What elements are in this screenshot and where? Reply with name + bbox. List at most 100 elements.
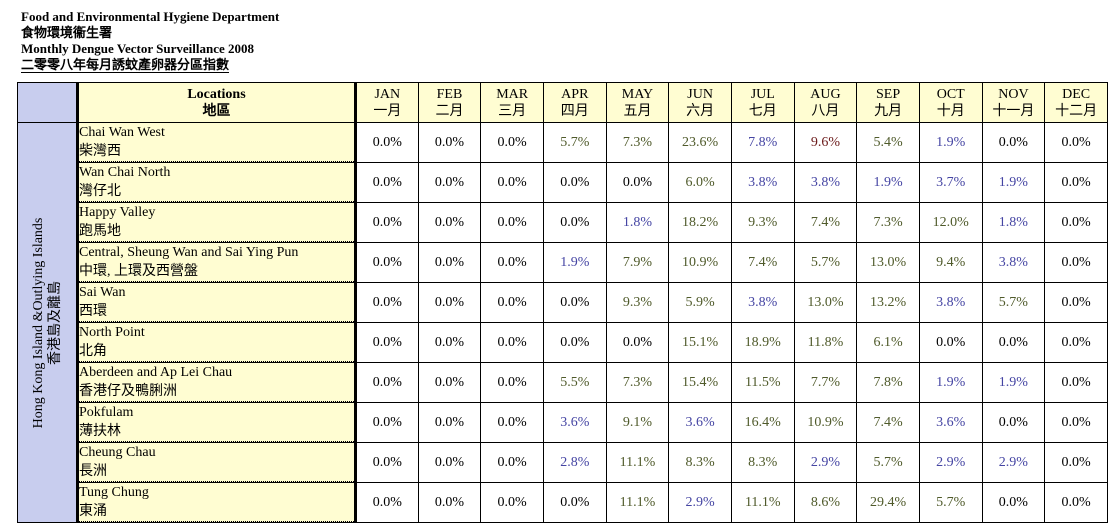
- value-cell-mar: 0.0%: [480, 122, 544, 163]
- location-name-zh: 北角: [79, 342, 353, 362]
- value-cell-mar: 0.0%: [480, 202, 544, 243]
- value-cell-jan: 0.0%: [355, 362, 419, 403]
- value-cell-mar: 0.0%: [480, 282, 544, 323]
- location-name-zh: 長洲: [79, 462, 353, 482]
- value-cell-oct: 3.8%: [918, 282, 983, 323]
- value-cell-aug: 13.0%: [793, 282, 858, 323]
- value-cell-jan: 0.0%: [355, 402, 419, 443]
- month-label-zh: 六月: [686, 103, 715, 119]
- table-row: Pokfulam 薄扶林 0.0% 0.0% 0.0% 3.6% 9.1% 3.6% 16.4%…: [18, 402, 1108, 443]
- value-cell-feb: 0.0%: [417, 402, 482, 443]
- month-label-zh: 十月: [936, 103, 965, 119]
- location-name-zh: 薄扶林: [79, 422, 353, 442]
- document-header: Food and Environmental Hygiene Departmen…: [21, 9, 279, 73]
- value-cell-feb: 0.0%: [417, 242, 482, 283]
- value-cell-jun: 8.3%: [668, 442, 732, 483]
- value-cell-feb: 0.0%: [417, 202, 482, 243]
- month-header-row: Locations 地區 JAN 一月 FEB 二月 MAR 三月 APR 四月 MAY 五月 JU…: [17, 82, 1108, 123]
- value-cell-jul: 8.3%: [730, 442, 795, 483]
- value-cell-nov: 1.8%: [981, 202, 1046, 243]
- value-cell-sep: 13.0%: [856, 242, 920, 283]
- value-cell-aug: 9.6%: [793, 122, 858, 163]
- value-cell-jan: 0.0%: [355, 202, 419, 243]
- value-cell-jan: 0.0%: [355, 242, 419, 283]
- value-cell-jan: 0.0%: [355, 282, 419, 323]
- value-cell-apr: 3.6%: [542, 402, 607, 443]
- month-label-zh: 三月: [498, 103, 527, 119]
- value-cell-feb: 0.0%: [417, 322, 482, 363]
- region-cell: Hong Kong Island &Outlying Islands 香港島及離島: [17, 122, 79, 523]
- value-cell-may: 0.0%: [605, 322, 670, 363]
- value-cell-nov: 2.9%: [981, 442, 1046, 483]
- value-cell-jul: 3.8%: [730, 282, 795, 323]
- value-cell-oct: 9.4%: [918, 242, 983, 283]
- value-cell-apr: 1.9%: [542, 242, 607, 283]
- month-label-en: JUL: [750, 86, 775, 102]
- value-cell-jun: 3.6%: [668, 402, 732, 443]
- value-cell-mar: 0.0%: [480, 242, 544, 283]
- value-cell-jul: 7.4%: [730, 242, 795, 283]
- value-cell-jun: 18.2%: [668, 202, 732, 243]
- value-cell-feb: 0.0%: [417, 122, 482, 163]
- surveillance-table: Locations 地區 JAN 一月 FEB 二月 MAR 三月 APR 四月 MAY 五月 JU…: [17, 82, 1108, 523]
- value-cell-sep: 5.4%: [856, 122, 920, 163]
- value-cell-sep: 7.8%: [856, 362, 920, 403]
- value-cell-jan: 0.0%: [355, 482, 419, 523]
- month-label-en: DEC: [1062, 86, 1091, 102]
- value-cell-oct: 3.7%: [918, 162, 983, 203]
- month-header-jul: JUL 七月: [730, 82, 795, 123]
- location-name-en: Tung Chung: [79, 485, 149, 500]
- month-label-en: SEP: [876, 86, 901, 102]
- region-label-en: Hong Kong Island &Outlying Islands: [31, 217, 46, 428]
- value-cell-oct: 3.6%: [918, 402, 983, 443]
- value-cell-mar: 0.0%: [480, 402, 544, 443]
- value-cell-sep: 29.4%: [856, 482, 920, 523]
- month-label-en: JUN: [687, 86, 713, 102]
- value-cell-jan: 0.0%: [355, 322, 419, 363]
- month-header-jan: JAN 一月: [355, 82, 419, 123]
- month-label-en: MAY: [621, 86, 654, 102]
- value-cell-dec: 0.0%: [1044, 122, 1108, 163]
- month-label-zh: 十二月: [1055, 103, 1098, 119]
- locations-header-en: Locations: [187, 86, 246, 102]
- table-row: Aberdeen and Ap Lei Chau 香港仔及鴨脷洲 0.0% 0.0% 0…: [18, 362, 1108, 403]
- value-cell-jul: 16.4%: [730, 402, 795, 443]
- value-cell-aug: 8.6%: [793, 482, 858, 523]
- location-name-zh: 灣仔北: [79, 182, 353, 202]
- location-name-en: North Point: [79, 325, 145, 340]
- value-cell-oct: 2.9%: [918, 442, 983, 483]
- value-cell-nov: 0.0%: [981, 322, 1046, 363]
- month-header-mar: MAR 三月: [480, 82, 544, 123]
- value-cell-jul: 11.5%: [730, 362, 795, 403]
- month-label-zh: 十一月: [992, 103, 1035, 119]
- month-label-en: NOV: [998, 86, 1029, 102]
- location-name-zh: 西環: [79, 302, 353, 322]
- month-label-en: MAR: [496, 86, 529, 102]
- value-cell-may: 11.1%: [605, 442, 670, 483]
- value-cell-jun: 6.0%: [668, 162, 732, 203]
- value-cell-feb: 0.0%: [417, 482, 482, 523]
- location-name-en: Pokfulam: [79, 405, 134, 420]
- location-name-en: Cheung Chau: [79, 445, 156, 460]
- month-label-en: APR: [561, 86, 589, 102]
- value-cell-oct: 5.7%: [918, 482, 983, 523]
- month-label-zh: 八月: [811, 103, 840, 119]
- value-cell-jul: 7.8%: [730, 122, 795, 163]
- table-row: Cheung Chau 長洲 0.0% 0.0% 0.0% 2.8% 11.1% 8.3% 8.…: [18, 442, 1108, 483]
- month-header-apr: APR 四月: [542, 82, 607, 123]
- value-cell-dec: 0.0%: [1044, 322, 1108, 363]
- month-header-jun: JUN 六月: [668, 82, 732, 123]
- value-cell-nov: 0.0%: [981, 482, 1046, 523]
- value-cell-jun: 2.9%: [668, 482, 732, 523]
- value-cell-apr: 0.0%: [542, 202, 607, 243]
- location-name-en: Sai Wan: [79, 285, 126, 300]
- value-cell-jan: 0.0%: [355, 442, 419, 483]
- department-name-zh: 食物環境衞生署: [21, 25, 113, 40]
- value-cell-oct: 1.9%: [918, 122, 983, 163]
- value-cell-apr: 0.0%: [542, 162, 607, 203]
- value-cell-sep: 7.3%: [856, 202, 920, 243]
- region-label: Hong Kong Island &Outlying Islands 香港島及離島: [30, 217, 64, 428]
- value-cell-feb: 0.0%: [417, 162, 482, 203]
- value-cell-jul: 18.9%: [730, 322, 795, 363]
- value-cell-dec: 0.0%: [1044, 202, 1108, 243]
